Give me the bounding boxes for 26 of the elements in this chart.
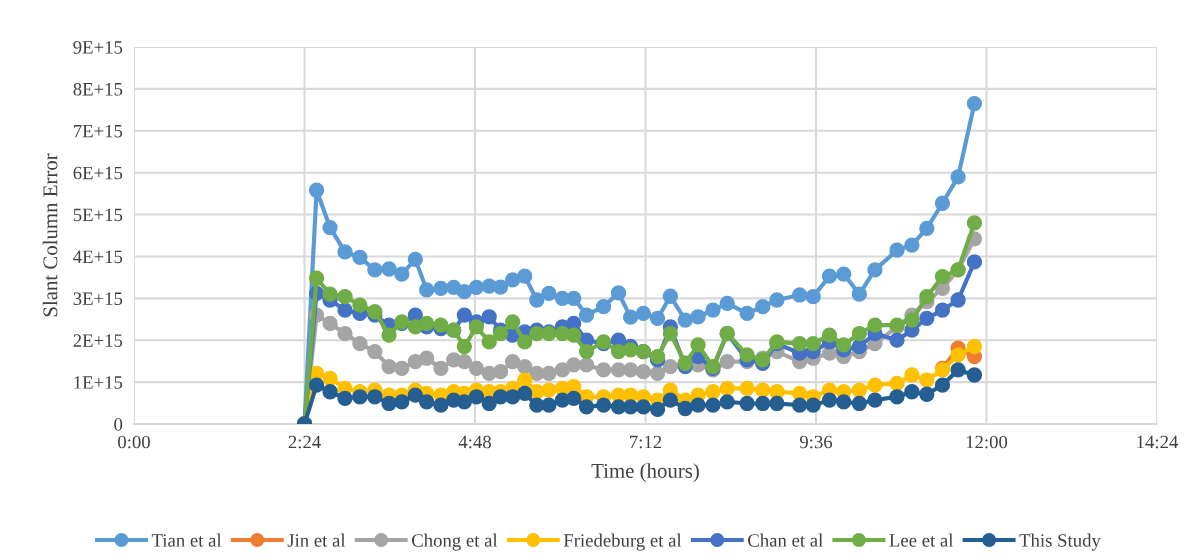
legend-label: Chong et al xyxy=(411,533,498,551)
y-tick-label: 2E+15 xyxy=(73,334,123,347)
y-tick-label: 5E+15 xyxy=(73,208,123,222)
y-tick-label: 6E+15 xyxy=(73,166,123,180)
legend-label: Lee et al xyxy=(889,533,954,547)
y-tick-label: 0 xyxy=(114,418,123,431)
legend-label: Chan et al xyxy=(748,533,823,547)
y-tick-label: 8E+15 xyxy=(73,82,123,96)
legend-label: Friedeburg et al xyxy=(563,533,682,551)
legend-label: This Study xyxy=(1019,533,1101,551)
y-tick-label: 4E+15 xyxy=(73,250,123,264)
x-tick-label: 2:24 xyxy=(288,435,321,449)
x-tick-label: 4:48 xyxy=(458,435,491,449)
y-axis-title: Slant Column Error xyxy=(42,153,58,317)
y-tick-label: 9E+15 xyxy=(73,41,123,54)
y-tick-label: 7E+15 xyxy=(73,124,123,138)
x-tick-label: 0:00 xyxy=(118,435,150,449)
x-tick-label: 9:36 xyxy=(799,435,833,449)
legend-label: Tian et al xyxy=(151,533,222,547)
x-tick-label: 14:24 xyxy=(1137,435,1179,449)
x-tick-label: 7:12 xyxy=(630,435,662,449)
y-tick-label: 3E+15 xyxy=(73,292,123,306)
y-tick-label: 1E+15 xyxy=(74,376,123,389)
legend-label: Jin et al xyxy=(287,533,346,547)
x-tick-label: 12:00 xyxy=(966,435,1008,449)
x-axis-title: Time (hours) xyxy=(591,463,699,483)
